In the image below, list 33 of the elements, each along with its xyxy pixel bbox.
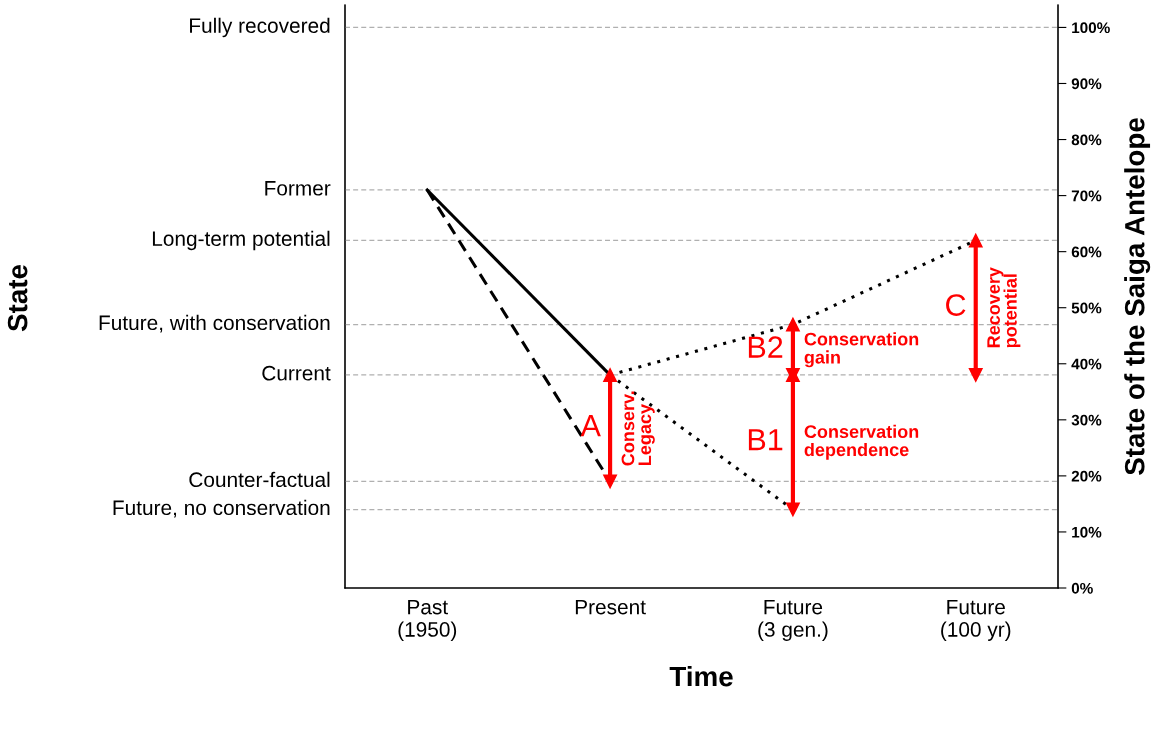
y2-axis-title: State of the Saiga Antelope [1124,118,1151,475]
y2-tick-label: 80% [1071,134,1102,146]
x-tick-label: Present [575,599,646,615]
y2-tick-label: 0% [1071,582,1093,594]
y2-tick-label: 90% [1071,78,1102,90]
annotation: Conservation gain [804,332,919,368]
ref-line-label: Counter-factual [189,471,330,488]
annotation: B2 [748,336,783,358]
ref-line-label: Future, with conservation [99,314,330,333]
annotation: Conserv. Legacy [621,391,655,466]
annotation: C [946,294,966,316]
y2-tick-label: 10% [1072,526,1102,538]
annotation: Recovery potential [987,267,1021,348]
ref-line-label: Current [262,365,331,381]
x-tick-label: Future (100 yr) [941,599,1011,641]
y2-tick-label: 20% [1071,470,1102,482]
x-tick-label: Past (1950) [398,599,457,641]
text: State [7,264,28,332]
ref-line-label: Long-term potential [152,230,330,251]
annotation: A [580,415,601,437]
ref-line-label: Former [265,181,331,196]
y2-tick-label: 30% [1071,414,1102,426]
x-axis-title: Time [669,665,733,687]
x-tick-label: Future (3 gen.) [758,599,828,641]
y2-tick-label: 100% [1072,22,1110,34]
y2-tick-label: 40% [1071,358,1102,370]
annotation: B1 [748,429,783,451]
ref-line-label: Fully recovered [190,17,330,38]
y2-tick-label: 60% [1071,246,1102,258]
annotation: Conservation dependence [804,424,919,460]
y2-tick-label: 50% [1071,302,1102,314]
y2-tick-label: 70% [1071,190,1102,202]
ref-line-label: Future, no conservation [113,499,330,518]
